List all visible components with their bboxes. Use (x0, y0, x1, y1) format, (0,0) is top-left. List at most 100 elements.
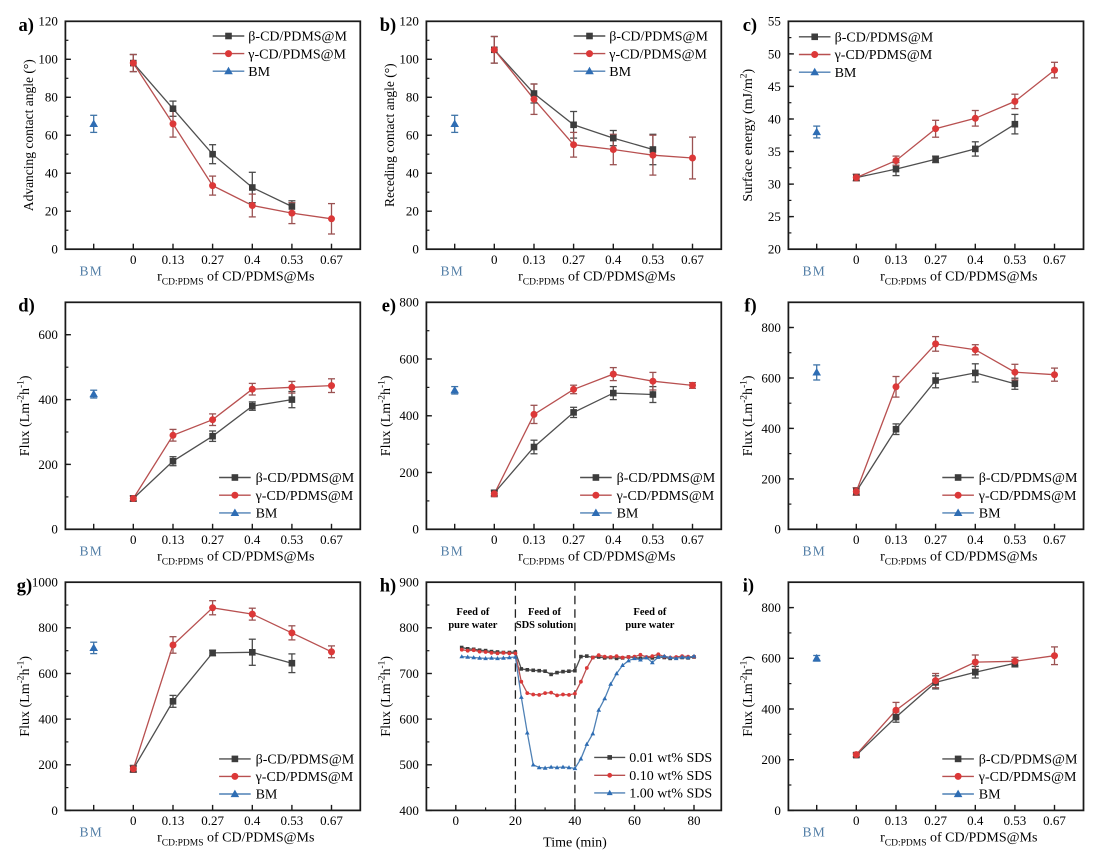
svg-text:Time (min): Time (min) (543, 836, 607, 851)
svg-text:0: 0 (412, 522, 419, 537)
svg-text:pure water: pure water (625, 620, 674, 631)
svg-text:0.27: 0.27 (924, 252, 947, 267)
svg-text:100: 100 (38, 52, 58, 67)
svg-text:γ-CD/PDMS@M: γ-CD/PDMS@M (247, 47, 346, 62)
svg-text:400: 400 (399, 408, 419, 423)
svg-text:β-CD/PDMS@M: β-CD/PDMS@M (609, 30, 708, 45)
svg-text:f): f) (744, 297, 756, 317)
svg-text:0.67: 0.67 (320, 252, 343, 267)
svg-text:γ-CD/PDMS@M: γ-CD/PDMS@M (255, 770, 354, 785)
svg-text:0.53: 0.53 (281, 813, 304, 828)
svg-text:600: 600 (399, 351, 419, 366)
svg-text:200: 200 (38, 757, 58, 772)
svg-text:0.67: 0.67 (1043, 813, 1066, 828)
svg-text:BM: BM (802, 263, 825, 278)
svg-text:BM: BM (256, 507, 278, 522)
svg-text:BM: BM (609, 65, 631, 80)
svg-text:i): i) (743, 577, 754, 597)
svg-text:Flux (Lm-2h-1): Flux (Lm-2h-1) (17, 656, 34, 737)
svg-text:BM: BM (802, 825, 825, 840)
svg-text:0: 0 (51, 522, 58, 537)
svg-text:Flux (Lm-2h-1): Flux (Lm-2h-1) (740, 656, 757, 737)
svg-text:20: 20 (406, 204, 419, 219)
svg-text:0.13: 0.13 (162, 813, 185, 828)
svg-text:γ-CD/PDMS@M: γ-CD/PDMS@M (255, 489, 354, 504)
svg-text:0.27: 0.27 (562, 252, 585, 267)
svg-text:BM: BM (248, 65, 270, 80)
svg-text:β-CD/PDMS@M: β-CD/PDMS@M (835, 31, 934, 46)
svg-text:0: 0 (453, 813, 460, 828)
svg-text:0.27: 0.27 (201, 813, 224, 828)
svg-text:0: 0 (51, 242, 58, 257)
svg-text:0.53: 0.53 (1004, 252, 1027, 267)
svg-text:20: 20 (768, 242, 781, 257)
svg-text:800: 800 (761, 600, 781, 615)
svg-text:0.13: 0.13 (162, 252, 185, 267)
svg-text:0: 0 (853, 813, 860, 828)
svg-text:0.4: 0.4 (244, 252, 261, 267)
svg-text:β-CD/PDMS@M: β-CD/PDMS@M (979, 471, 1078, 486)
svg-text:0.53: 0.53 (281, 532, 304, 547)
svg-text:80: 80 (45, 90, 58, 105)
svg-text:0.27: 0.27 (201, 532, 224, 547)
svg-text:Flux (Lm-2h-1): Flux (Lm-2h-1) (740, 375, 757, 456)
svg-text:Feed of: Feed of (633, 607, 666, 618)
svg-text:0.27: 0.27 (201, 252, 224, 267)
svg-text:0.13: 0.13 (523, 532, 546, 547)
svg-text:0.13: 0.13 (523, 252, 546, 267)
svg-text:b): b) (380, 16, 396, 36)
svg-text:600: 600 (761, 370, 781, 385)
svg-text:800: 800 (761, 320, 781, 335)
svg-text:h): h) (380, 577, 396, 597)
svg-text:BM: BM (440, 544, 463, 559)
svg-text:0.27: 0.27 (924, 532, 947, 547)
svg-text:120: 120 (399, 14, 419, 29)
svg-text:0: 0 (412, 242, 419, 257)
svg-text:0.13: 0.13 (885, 813, 908, 828)
svg-text:0.4: 0.4 (244, 813, 261, 828)
svg-text:0.13: 0.13 (885, 252, 908, 267)
svg-text:60: 60 (45, 128, 58, 143)
svg-text:0: 0 (491, 252, 498, 267)
svg-text:0.67: 0.67 (681, 532, 704, 547)
svg-text:Feed of: Feed of (528, 607, 561, 618)
svg-text:0: 0 (130, 813, 137, 828)
svg-text:80: 80 (688, 813, 701, 828)
svg-text:400: 400 (38, 392, 58, 407)
svg-text:80: 80 (406, 90, 419, 105)
svg-text:0.53: 0.53 (642, 532, 665, 547)
svg-text:200: 200 (761, 471, 781, 486)
svg-text:BM: BM (440, 263, 463, 278)
svg-text:0.4: 0.4 (244, 532, 261, 547)
svg-text:40: 40 (768, 111, 781, 126)
svg-text:0.27: 0.27 (924, 813, 947, 828)
svg-text:γ-CD/PDMS@M: γ-CD/PDMS@M (616, 489, 715, 504)
svg-text:rCD:PDMS of CD/PDMS@Ms: rCD:PDMS of CD/PDMS@Ms (880, 269, 1037, 287)
svg-text:0.67: 0.67 (1043, 252, 1066, 267)
svg-text:0: 0 (774, 522, 781, 537)
svg-text:0.53: 0.53 (1004, 813, 1027, 828)
svg-text:45: 45 (768, 79, 781, 94)
svg-text:0: 0 (853, 252, 860, 267)
svg-text:1.00 wt% SDS: 1.00 wt% SDS (629, 787, 712, 802)
svg-text:500: 500 (399, 757, 419, 772)
svg-text:0.53: 0.53 (281, 252, 304, 267)
svg-text:γ-CD/PDMS@M: γ-CD/PDMS@M (834, 48, 933, 63)
svg-text:γ-CD/PDMS@M: γ-CD/PDMS@M (608, 47, 707, 62)
svg-text:0: 0 (853, 532, 860, 547)
svg-text:1000: 1000 (32, 575, 58, 590)
svg-text:0.67: 0.67 (1043, 532, 1066, 547)
svg-text:Flux (Lm-2h-1): Flux (Lm-2h-1) (378, 375, 395, 456)
svg-text:20: 20 (509, 813, 522, 828)
svg-text:rCD:PDMS of CD/PDMS@Ms: rCD:PDMS of CD/PDMS@Ms (518, 269, 675, 287)
svg-text:SDS solution: SDS solution (516, 620, 574, 631)
svg-text:BM: BM (256, 788, 278, 803)
svg-text:60: 60 (406, 128, 419, 143)
svg-text:0.4: 0.4 (605, 532, 622, 547)
svg-text:BM: BM (979, 788, 1001, 803)
svg-text:0: 0 (491, 532, 498, 547)
svg-text:BM: BM (979, 507, 1001, 522)
svg-text:100: 100 (399, 52, 419, 67)
svg-text:rCD:PDMS of CD/PDMS@Ms: rCD:PDMS of CD/PDMS@Ms (880, 831, 1037, 849)
svg-text:0.13: 0.13 (885, 532, 908, 547)
